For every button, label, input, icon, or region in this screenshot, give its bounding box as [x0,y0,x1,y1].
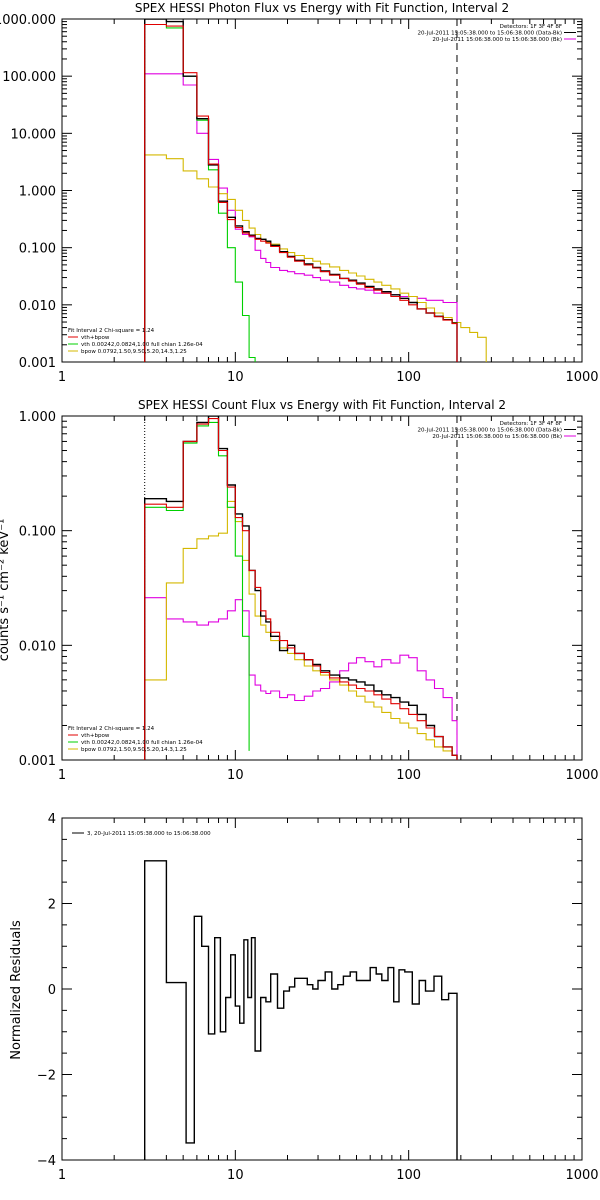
plot-frame [61,415,583,761]
x-tick-label: 100 [396,1168,421,1183]
x-tick-label: 1000 [565,370,598,385]
y-tick-label: 0.010 [19,299,56,314]
legend-info: 20-Jul-2011 15:06:38.000 to 15:06:38.000… [432,434,562,440]
y-tick-label: 0.001 [19,356,56,371]
y-tick-label: −2 [37,1069,56,1084]
series-bpow-line [144,500,458,760]
series-vth-line [144,421,250,760]
series-bk-line [144,597,458,760]
legend-entry: vth+bpow [81,733,110,739]
panel-title: SPEX HESSI Photon Flux vs Energy with Fi… [135,1,509,15]
y-tick-label: 4 [48,812,56,827]
x-tick-label: 10 [227,768,244,783]
residuals-panel: Normalized Residuals 1 10 100 1000 −4 −2 0 2 4 3… [9,812,599,1183]
legend-info: 20-Jul-2011 15:06:38.000 to 15:06:38.000… [432,37,562,43]
y-tick-label: 0 [48,983,56,998]
x-tick-label: 1000 [565,768,598,783]
y-tick-label: 0.010 [19,639,56,654]
y-tick-label: 0.100 [19,525,56,540]
y-tick-label: 1000.000 [0,13,56,28]
y-axis-label: counts s⁻¹ cm⁻² keV⁻¹ [0,519,12,662]
y-tick-label: −4 [37,1154,56,1169]
series-data-line [144,416,458,760]
legend-entry: vth 0.00242,0.0824,1.00 full chian 1.26e… [81,740,203,746]
photon-flux-panel: SPEX HESSI Photon Flux vs Energy with Fi… [0,1,599,385]
x-tick-label: 1 [58,1168,66,1183]
series-vth-line [144,23,256,362]
legend-entry: Fit Interval 2 Chi-square = 1.24 [68,726,155,732]
legend-info: 20-Jul-2011 15:05:38.000 to 15:06:38.000… [418,31,563,37]
count-flux-panel: SPEX HESSI Count Flux vs Energy with Fit… [0,398,599,783]
legend-entry: 3, 20-Jul-2011 15:05:38.000 to 15:06:38.… [87,831,211,837]
series-total-line [144,418,458,760]
panel-title: SPEX HESSI Count Flux vs Energy with Fit… [138,398,506,412]
series-bk-line [144,73,458,362]
y-tick-label: 2 [48,898,56,913]
series-data-line [144,860,458,1160]
legend-entry: vth+bpow [81,335,110,341]
x-tick-label: 1 [58,768,66,783]
legend-entry: vth 0.00242,0.0824,1.00 full chian 1.26e… [81,342,203,348]
y-tick-label: 10.000 [11,127,57,142]
legend-info: Detectors: 1F 3F 4F 8F [500,24,562,30]
y-tick-label: 1.000 [19,185,56,200]
y-axis-label: Normalized Residuals [9,920,24,1060]
legend-info: 20-Jul-2011 15:05:38.000 to 15:06:38.000… [418,428,563,434]
legend-entry: bpow 0.0792,1.50,9.50,5.20,14.3,1.25 [81,349,187,355]
y-tick-label: 1.000 [19,410,56,425]
x-tick-label: 1000 [565,1168,598,1183]
series-data-line [144,19,458,362]
legend-info: Detectors: 1F 3F 4F 8F [500,421,562,427]
legend-entry: bpow 0.0792,1.50,9.50,5.20,14.3,1.25 [81,747,187,753]
x-tick-label: 100 [396,768,421,783]
y-tick-label: 100.000 [2,70,56,85]
x-tick-label: 10 [227,370,244,385]
y-tick-label: 0.100 [19,242,56,257]
plot-frame [61,18,583,363]
series-bpow-line [144,154,487,362]
y-tick-label: 0.001 [19,754,56,769]
series-total-line [144,23,458,362]
x-tick-label: 10 [227,1168,244,1183]
legend-entry: Fit Interval 2 Chi-square = 1.24 [68,328,155,334]
x-tick-label: 100 [396,370,421,385]
plot-frame [61,817,583,1161]
x-tick-label: 1 [58,370,66,385]
